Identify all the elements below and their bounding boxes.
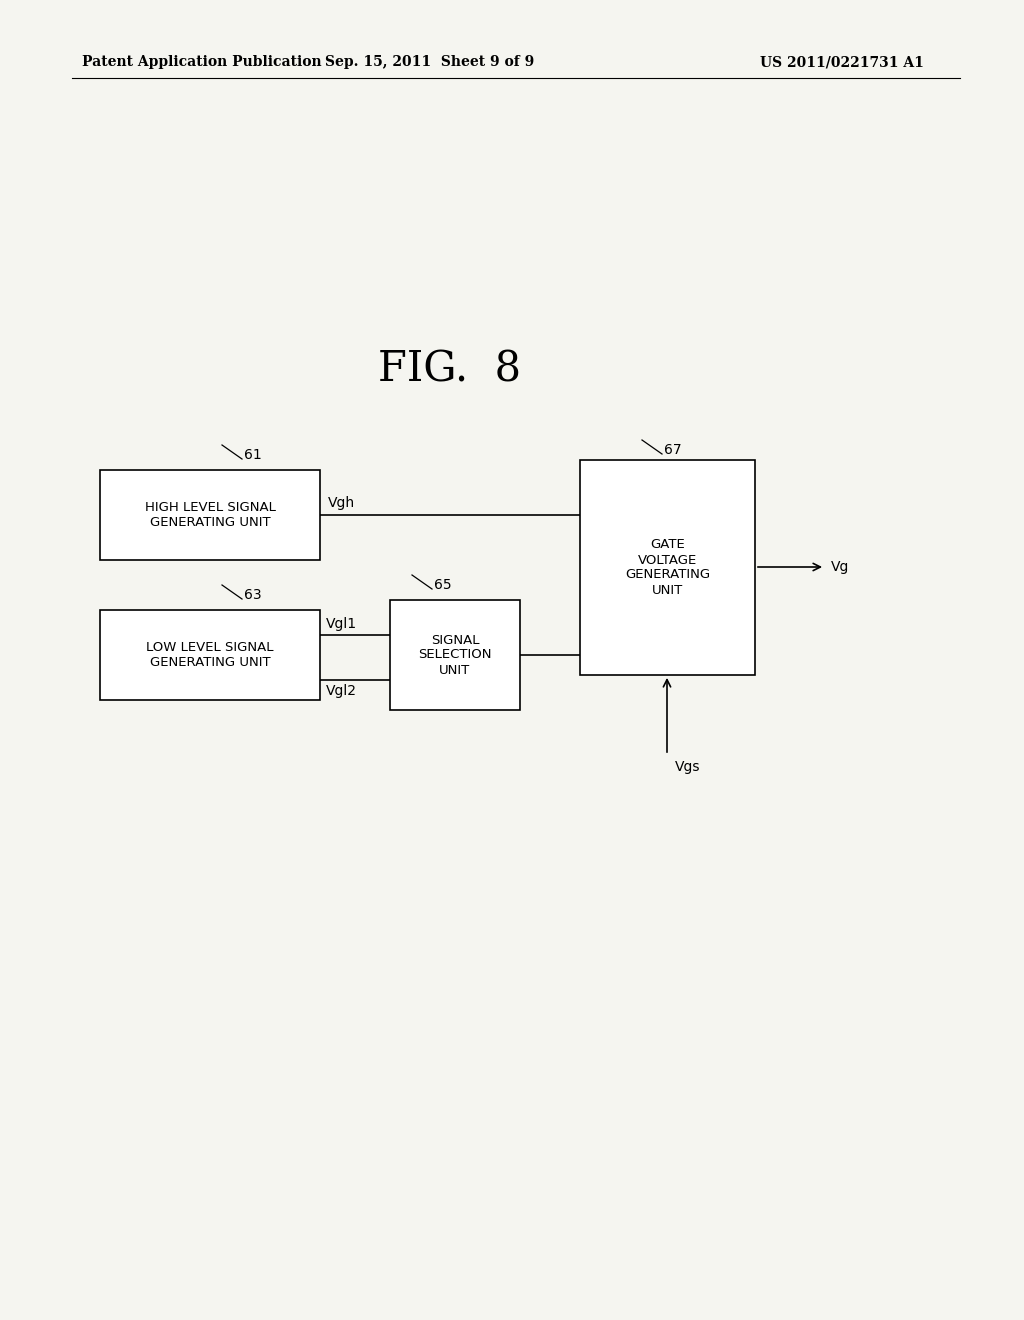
Bar xyxy=(100,610,319,700)
Text: Vg: Vg xyxy=(831,560,849,574)
Bar xyxy=(580,459,755,675)
Text: FIG.  8: FIG. 8 xyxy=(379,348,521,391)
Text: Vgs: Vgs xyxy=(675,760,700,774)
Text: LOW LEVEL SIGNAL
GENERATING UNIT: LOW LEVEL SIGNAL GENERATING UNIT xyxy=(146,642,273,669)
Text: GATE
VOLTAGE
GENERATING
UNIT: GATE VOLTAGE GENERATING UNIT xyxy=(625,539,710,597)
Text: 65: 65 xyxy=(434,578,452,591)
Text: Sep. 15, 2011  Sheet 9 of 9: Sep. 15, 2011 Sheet 9 of 9 xyxy=(326,55,535,69)
Text: Vgl2: Vgl2 xyxy=(326,684,357,698)
Text: Vgl1: Vgl1 xyxy=(326,616,357,631)
Bar xyxy=(100,470,319,560)
Text: US 2011/0221731 A1: US 2011/0221731 A1 xyxy=(760,55,924,69)
Text: Vgh: Vgh xyxy=(328,496,355,510)
Text: SIGNAL
SELECTION
UNIT: SIGNAL SELECTION UNIT xyxy=(418,634,492,676)
Bar xyxy=(390,601,520,710)
Text: 67: 67 xyxy=(664,444,682,457)
Text: HIGH LEVEL SIGNAL
GENERATING UNIT: HIGH LEVEL SIGNAL GENERATING UNIT xyxy=(144,502,275,529)
Text: 63: 63 xyxy=(244,587,261,602)
Text: 61: 61 xyxy=(244,447,262,462)
Text: Patent Application Publication: Patent Application Publication xyxy=(82,55,322,69)
